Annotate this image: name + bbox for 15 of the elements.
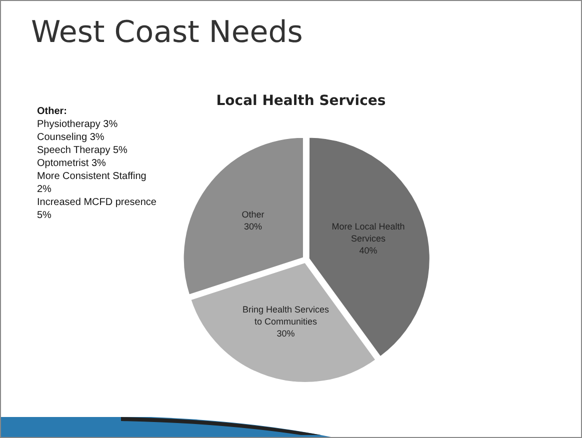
text: Physiotherapy 3% [37,118,119,131]
chart-subtitle: Local Health Services [215,93,387,109]
slice-label: Other [242,209,264,220]
slice-label: Bring Health Services to Communities [242,304,330,326]
text: Optometrist 3% [37,157,107,170]
text: More Consistent Staffing 2% [37,170,148,196]
text: Increased MCFD presence 5% [37,196,157,222]
text: Other: [37,105,68,118]
data-label: 30% [244,221,262,232]
slice-label: More Local Health Services [332,222,405,244]
data-label: 30% [276,328,295,338]
text: Counseling 3% [37,131,106,144]
text: Speech Therapy 5% [37,144,128,157]
chart-title: West Coast Needs [31,15,303,50]
data-label: 40% [359,246,378,256]
